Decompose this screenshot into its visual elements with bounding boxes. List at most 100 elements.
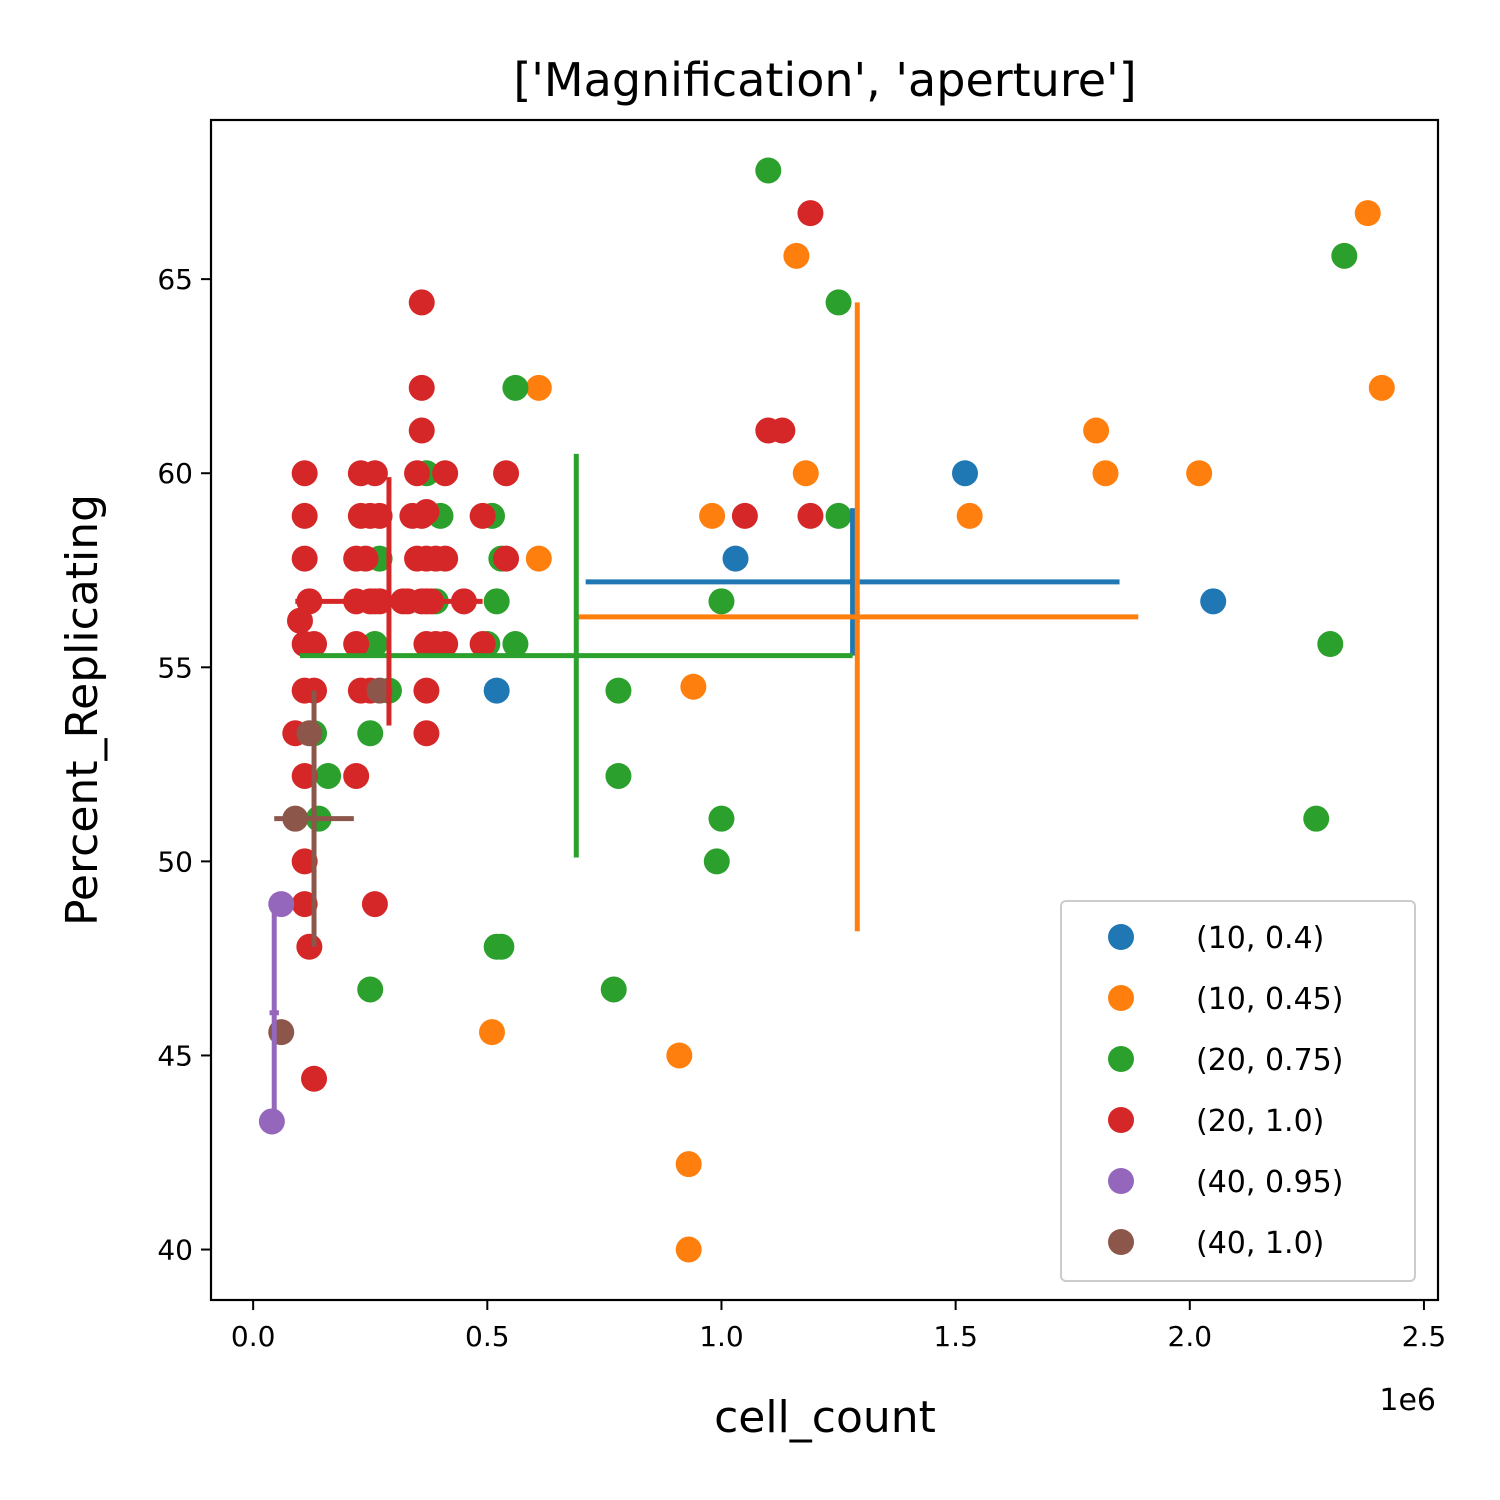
errorbar-series-4 xyxy=(269,904,279,1122)
y-tick-label: 40 xyxy=(157,1234,193,1267)
data-point xyxy=(286,607,313,634)
data-point xyxy=(797,200,824,227)
data-point xyxy=(366,677,393,704)
legend-label: (20, 1.0) xyxy=(1196,1104,1324,1139)
data-point xyxy=(722,545,749,572)
legend-entry: (40, 0.95) xyxy=(1108,1165,1343,1200)
x-tick-label: 1.0 xyxy=(699,1320,744,1353)
data-point xyxy=(413,677,440,704)
data-point xyxy=(699,502,726,529)
x-axis-label: cell_count xyxy=(714,1392,936,1443)
data-point xyxy=(493,460,520,487)
y-tick-label: 60 xyxy=(157,457,193,490)
data-point xyxy=(708,588,735,615)
data-point xyxy=(404,460,431,487)
data-point xyxy=(408,374,435,401)
data-point xyxy=(366,502,393,529)
data-point xyxy=(291,891,318,918)
data-point xyxy=(666,1042,693,1069)
errorbar-series-3 xyxy=(295,477,483,726)
data-point xyxy=(708,805,735,832)
data-point xyxy=(755,157,782,184)
error-bars xyxy=(269,302,1139,1122)
data-point xyxy=(408,289,435,316)
data-point xyxy=(675,1236,702,1263)
data-point xyxy=(1303,805,1330,832)
plot-area-frame xyxy=(209,118,1440,1302)
data-point xyxy=(469,502,496,529)
legend-marker xyxy=(1108,1107,1134,1133)
x-tick-label: 1.5 xyxy=(933,1320,978,1353)
chart-title: ['Magnification', 'aperture'] xyxy=(513,53,1136,107)
data-point xyxy=(483,588,510,615)
errorbar-series-1 xyxy=(576,302,1139,932)
legend-box xyxy=(1060,900,1416,1282)
data-point xyxy=(352,545,379,572)
x-tick-label: 2.5 xyxy=(1402,1320,1447,1353)
legend: (10, 0.4) (10, 0.45) (20, 0.75) (20, 1.0) (4… xyxy=(1060,900,1416,1282)
x-tick-label: 2.0 xyxy=(1168,1320,1213,1353)
data-point xyxy=(361,460,388,487)
data-point xyxy=(1200,588,1227,615)
data-point xyxy=(478,1019,505,1046)
data-point xyxy=(291,502,318,529)
data-point xyxy=(525,545,552,572)
legend-marker xyxy=(1108,924,1134,950)
data-point xyxy=(1368,374,1395,401)
data-point xyxy=(1354,200,1381,227)
data-point xyxy=(291,762,318,789)
data-point xyxy=(301,1065,328,1092)
data-point xyxy=(1331,242,1358,269)
data-point xyxy=(357,976,384,1003)
data-point xyxy=(731,502,758,529)
data-point xyxy=(432,631,459,658)
legend-marker xyxy=(1108,1046,1134,1072)
data-point xyxy=(675,1151,702,1178)
data-point xyxy=(357,720,384,747)
legend-marker xyxy=(1108,1229,1134,1255)
legend-label: (10, 0.45) xyxy=(1196,982,1343,1017)
data-point xyxy=(432,460,459,487)
y-tick-label: 45 xyxy=(157,1039,193,1072)
data-point xyxy=(413,720,440,747)
data-point xyxy=(1083,417,1110,444)
data-point xyxy=(792,460,819,487)
data-point xyxy=(291,848,318,875)
y-axis: 40 45 50 55 60 65 xyxy=(157,263,211,1267)
errorbar-series-5 xyxy=(274,690,354,947)
y-axis-label: Percent_Replicating xyxy=(57,494,108,926)
data-point xyxy=(483,677,510,704)
series-1 xyxy=(478,200,1395,1263)
data-point xyxy=(769,417,796,444)
data-point xyxy=(951,460,978,487)
data-point xyxy=(343,631,370,658)
data-point xyxy=(291,460,318,487)
errorbar-series-2 xyxy=(299,453,853,858)
data-point xyxy=(600,976,627,1003)
legend-marker xyxy=(1108,1168,1134,1194)
data-point xyxy=(605,762,632,789)
data-point xyxy=(488,933,515,960)
errorbar-series-0 xyxy=(585,508,1120,656)
data-point xyxy=(525,374,552,401)
data-point xyxy=(502,374,529,401)
data-point xyxy=(469,631,496,658)
data-point xyxy=(797,502,824,529)
legend-label: (20, 0.75) xyxy=(1196,1043,1343,1078)
data-point xyxy=(956,502,983,529)
data-point xyxy=(296,720,323,747)
data-point xyxy=(361,631,388,658)
y-tick-label: 55 xyxy=(157,651,193,684)
data-point xyxy=(315,762,342,789)
series-3 xyxy=(282,200,824,1092)
data-point xyxy=(296,933,323,960)
data-point xyxy=(680,673,707,700)
data-point xyxy=(825,502,852,529)
data-point xyxy=(1092,460,1119,487)
data-point xyxy=(301,631,328,658)
data-point xyxy=(413,499,440,526)
data-point xyxy=(493,545,520,572)
legend-label: (10, 0.4) xyxy=(1196,921,1324,956)
data-point xyxy=(361,891,388,918)
legend-entry: (10, 0.45) xyxy=(1108,982,1343,1017)
